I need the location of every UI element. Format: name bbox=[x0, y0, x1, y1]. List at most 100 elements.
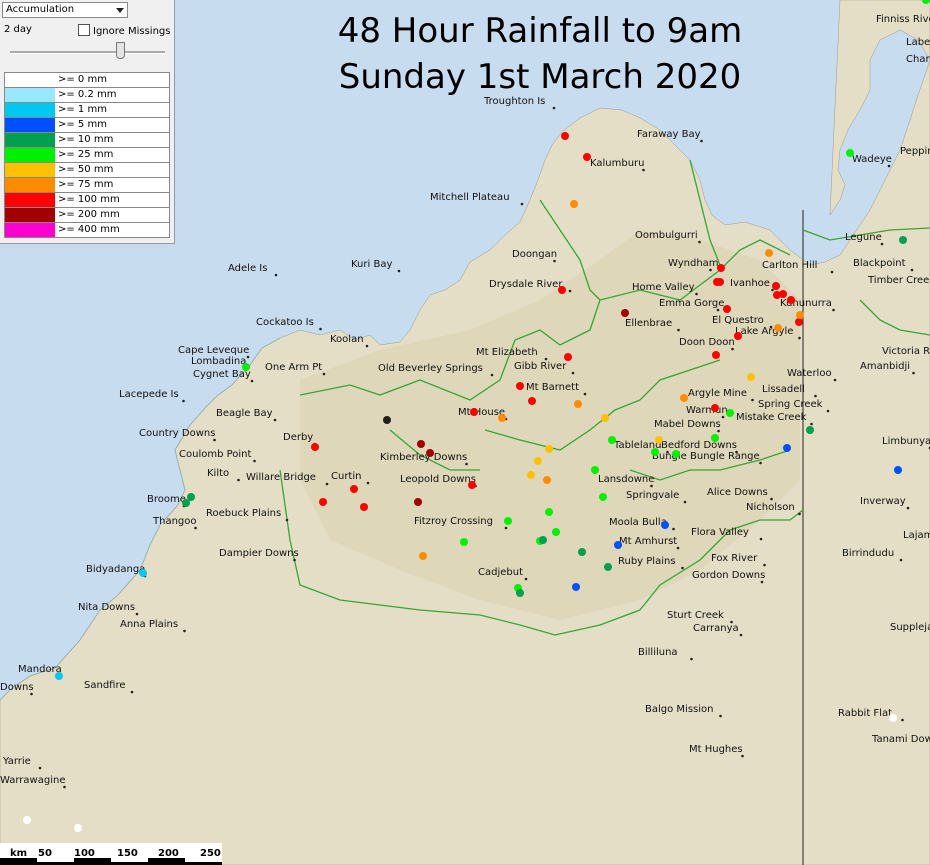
rain-station-dot[interactable] bbox=[779, 290, 787, 298]
rain-station-dot[interactable] bbox=[360, 503, 368, 511]
rain-station-dot[interactable] bbox=[570, 200, 578, 208]
place-marker bbox=[130, 690, 134, 694]
rain-station-dot[interactable] bbox=[894, 466, 902, 474]
rain-station-dot[interactable] bbox=[621, 309, 629, 317]
rain-station-dot[interactable] bbox=[470, 408, 478, 416]
rain-station-dot[interactable] bbox=[498, 414, 506, 422]
rain-station-dot[interactable] bbox=[711, 404, 719, 412]
rain-station-dot[interactable] bbox=[574, 400, 582, 408]
rain-station-dot[interactable] bbox=[426, 449, 434, 457]
rain-station-dot[interactable] bbox=[516, 589, 524, 597]
rain-station-dot[interactable] bbox=[734, 332, 742, 340]
place-label: One Arm Pt bbox=[265, 362, 322, 373]
rain-station-dot[interactable] bbox=[417, 440, 425, 448]
place-label: Thangoo bbox=[152, 516, 197, 527]
rain-station-dot[interactable] bbox=[726, 409, 734, 417]
rain-station-dot[interactable] bbox=[242, 363, 250, 371]
rain-station-dot[interactable] bbox=[922, 0, 930, 4]
place-marker bbox=[730, 620, 733, 624]
scale-tick: 100 bbox=[74, 848, 95, 859]
rain-station-dot[interactable] bbox=[601, 414, 609, 422]
rain-station-dot[interactable] bbox=[717, 264, 725, 272]
rain-station-dot[interactable] bbox=[534, 457, 542, 465]
legend-label: >= 100 mm bbox=[58, 194, 120, 205]
rain-station-dot[interactable] bbox=[747, 373, 755, 381]
legend-row: >= 75 mm bbox=[4, 178, 170, 193]
rain-station-dot[interactable] bbox=[460, 538, 468, 546]
rain-station-dot[interactable] bbox=[23, 816, 31, 824]
rain-station-dot[interactable] bbox=[564, 353, 572, 361]
rain-station-dot[interactable] bbox=[545, 508, 553, 516]
period-slider-track[interactable] bbox=[10, 51, 165, 54]
rain-station-dot[interactable] bbox=[795, 318, 803, 326]
rain-station-dot[interactable] bbox=[558, 286, 566, 294]
place-marker bbox=[30, 692, 33, 696]
rain-station-dot[interactable] bbox=[504, 517, 512, 525]
rain-station-dot[interactable] bbox=[672, 450, 680, 458]
place-label: Fox River bbox=[711, 553, 758, 564]
rain-station-dot[interactable] bbox=[591, 466, 599, 474]
rain-station-dot[interactable] bbox=[661, 521, 669, 529]
rain-station-dot[interactable] bbox=[899, 236, 907, 244]
rain-stations[interactable] bbox=[23, 0, 930, 832]
rain-station-dot[interactable] bbox=[604, 563, 612, 571]
rain-station-dot[interactable] bbox=[545, 445, 553, 453]
rain-station-dot[interactable] bbox=[608, 436, 616, 444]
period-slider-thumb[interactable] bbox=[116, 42, 125, 59]
rain-station-dot[interactable] bbox=[414, 498, 422, 506]
rain-station-dot[interactable] bbox=[543, 476, 551, 484]
rain-station-dot[interactable] bbox=[552, 528, 560, 536]
rain-station-dot[interactable] bbox=[716, 278, 724, 286]
rain-station-dot[interactable] bbox=[572, 583, 580, 591]
place-marker bbox=[285, 518, 289, 522]
place-marker bbox=[901, 718, 904, 722]
rain-station-dot[interactable] bbox=[787, 296, 795, 304]
rain-station-dot[interactable] bbox=[74, 824, 82, 832]
rain-station-dot[interactable] bbox=[516, 382, 524, 390]
rain-station-dot[interactable] bbox=[187, 493, 195, 501]
rain-station-dot[interactable] bbox=[712, 351, 720, 359]
rain-station-dot[interactable] bbox=[711, 434, 719, 442]
place-label: Adele Is bbox=[228, 263, 267, 274]
rain-station-dot[interactable] bbox=[599, 493, 607, 501]
rain-station-dot[interactable] bbox=[772, 282, 780, 290]
rain-station-dot[interactable] bbox=[846, 149, 854, 157]
place-label: Faraway Bay bbox=[637, 129, 701, 140]
legend-label: >= 0.2 mm bbox=[58, 89, 117, 100]
rain-station-dot[interactable] bbox=[419, 552, 427, 560]
rain-station-dot[interactable] bbox=[578, 548, 586, 556]
ignore-missings-checkbox[interactable]: Ignore Missings bbox=[78, 24, 170, 37]
rain-station-dot[interactable] bbox=[139, 569, 147, 577]
rain-station-dot[interactable] bbox=[723, 305, 731, 313]
place-marker bbox=[135, 612, 139, 616]
rain-station-dot[interactable] bbox=[311, 443, 319, 451]
rain-station-dot[interactable] bbox=[468, 481, 476, 489]
rain-station-dot[interactable] bbox=[539, 536, 547, 544]
rain-station-dot[interactable] bbox=[783, 444, 791, 452]
rain-station-dot[interactable] bbox=[806, 426, 814, 434]
place-marker bbox=[246, 355, 250, 359]
legend-label: >= 50 mm bbox=[58, 164, 114, 175]
rain-station-dot[interactable] bbox=[773, 291, 781, 299]
rain-station-dot[interactable] bbox=[527, 471, 535, 479]
rain-station-dot[interactable] bbox=[796, 311, 804, 319]
rain-station-dot[interactable] bbox=[583, 153, 591, 161]
rain-station-dot[interactable] bbox=[651, 448, 659, 456]
rain-station-dot[interactable] bbox=[889, 714, 897, 722]
rain-station-dot[interactable] bbox=[55, 672, 63, 680]
rain-station-dot[interactable] bbox=[765, 249, 773, 257]
rain-station-dot[interactable] bbox=[561, 132, 569, 140]
rain-station-dot[interactable] bbox=[383, 416, 391, 424]
rain-station-dot[interactable] bbox=[528, 397, 536, 405]
rain-station-dot[interactable] bbox=[319, 498, 327, 506]
rain-station-dot[interactable] bbox=[655, 436, 663, 444]
rain-station-dot[interactable] bbox=[680, 394, 688, 402]
dataset-select[interactable]: Accumulation bbox=[2, 2, 128, 18]
place-label: Derby bbox=[283, 432, 313, 443]
rain-station-dot[interactable] bbox=[774, 324, 782, 332]
rain-station-dot[interactable] bbox=[350, 485, 358, 493]
rain-station-dot[interactable] bbox=[614, 541, 622, 549]
rain-station-dot[interactable] bbox=[182, 499, 190, 507]
place-marker bbox=[504, 526, 508, 530]
